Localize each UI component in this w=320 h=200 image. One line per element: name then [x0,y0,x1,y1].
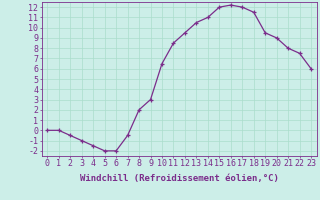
X-axis label: Windchill (Refroidissement éolien,°C): Windchill (Refroidissement éolien,°C) [80,174,279,183]
